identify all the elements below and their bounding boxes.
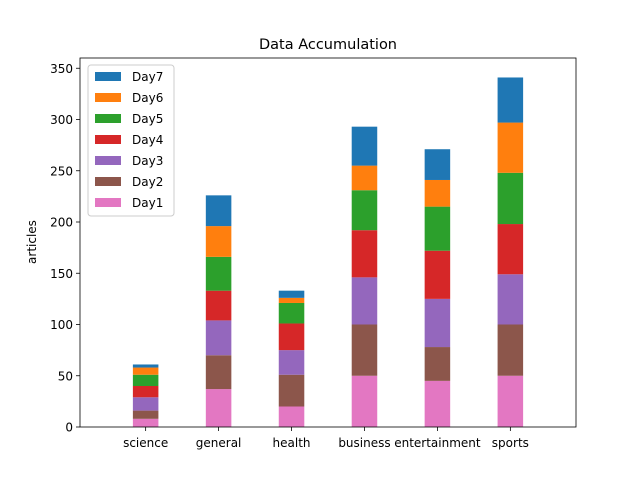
legend-swatch-day7 (95, 72, 121, 81)
bar-day5-health (278, 302, 305, 324)
bar-day7-general (205, 195, 232, 227)
bar-day2-business (351, 324, 378, 376)
bar-day6-sports (497, 122, 524, 173)
bar-day7-science (132, 364, 159, 368)
legend-label-day1: Day1 (132, 196, 163, 210)
y-tick-label: 0 (65, 421, 73, 435)
y-tick-label: 50 (58, 369, 73, 383)
bar-day3-business (351, 277, 378, 325)
x-tick-label-entertainment: entertainment (394, 436, 481, 450)
x-tick-label-general: general (196, 436, 242, 450)
y-tick-label: 250 (50, 164, 73, 178)
bar-day1-sports (497, 375, 524, 427)
bar-day1-general (205, 389, 232, 427)
x-tick-label-health: health (273, 436, 311, 450)
bar-day2-health (278, 374, 305, 407)
x-tick-label-science: science (123, 436, 168, 450)
bar-day4-business (351, 230, 378, 278)
bar-day6-health (278, 297, 305, 303)
bar-day5-entertainment (424, 206, 451, 251)
bar-day1-health (278, 406, 305, 427)
bar-day3-sports (497, 274, 524, 325)
y-tick-label: 150 (50, 267, 73, 281)
bar-day2-sports (497, 324, 524, 376)
legend-swatch-day1 (95, 198, 121, 207)
plot-frame (79, 57, 577, 428)
legend-label-day2: Day2 (132, 175, 163, 189)
legend-swatch-day3 (95, 156, 121, 165)
bar-day7-health (278, 290, 305, 298)
legend-swatch-day6 (95, 93, 121, 102)
bar-day4-general (205, 290, 232, 321)
legend-swatch-day5 (95, 114, 121, 123)
bar-day6-entertainment (424, 179, 451, 207)
bar-day6-business (351, 165, 378, 191)
legend: Day7 Day6 Day5 Day4 Day3 Day2 Day1 (87, 64, 175, 217)
bar-day4-sports (497, 224, 524, 275)
legend-label-day7: Day7 (132, 70, 163, 84)
bar-day3-science (132, 397, 159, 411)
bar-day4-science (132, 386, 159, 398)
x-tick-label-sports: sports (492, 436, 529, 450)
chart-title: Data Accumulation (259, 37, 397, 53)
bar-day7-sports (497, 77, 524, 123)
y-tick-label: 100 (50, 318, 73, 332)
y-tick-label: 350 (50, 62, 73, 76)
legend-label-day3: Day3 (132, 154, 163, 168)
bar-day3-entertainment (424, 298, 451, 348)
bar-day7-business (351, 126, 378, 166)
axes-group: 0 50 100 150 200 250 300 350 science general healt… (50, 57, 577, 450)
bar-day5-business (351, 190, 378, 231)
y-tick-label: 300 (50, 113, 73, 127)
bar-day4-health (278, 323, 305, 351)
bar-day3-health (278, 350, 305, 375)
bar-day2-general (205, 355, 232, 390)
bars-group (132, 77, 524, 427)
bar-day4-entertainment (424, 250, 451, 299)
bar-day5-science (132, 374, 159, 386)
bar-day7-entertainment (424, 149, 451, 180)
x-tick-label-business: business (338, 436, 390, 450)
y-tick-label: 200 (50, 216, 73, 230)
y-axis-label: articles (25, 220, 39, 264)
legend-swatch-day2 (95, 177, 121, 186)
bar-day2-science (132, 410, 159, 419)
bar-day1-science (132, 418, 159, 427)
bar-day5-general (205, 256, 232, 291)
legend-label-day4: Day4 (132, 133, 163, 147)
bar-day6-science (132, 367, 159, 375)
legend-swatch-day4 (95, 135, 121, 144)
bar-day6-general (205, 226, 232, 257)
bar-day1-entertainment (424, 380, 451, 427)
bar-day2-entertainment (424, 347, 451, 381)
legend-label-day5: Day5 (132, 112, 163, 126)
bar-day3-general (205, 320, 232, 356)
bar-day1-business (351, 375, 378, 427)
bar-day5-sports (497, 172, 524, 225)
legend-label-day6: Day6 (132, 91, 163, 105)
